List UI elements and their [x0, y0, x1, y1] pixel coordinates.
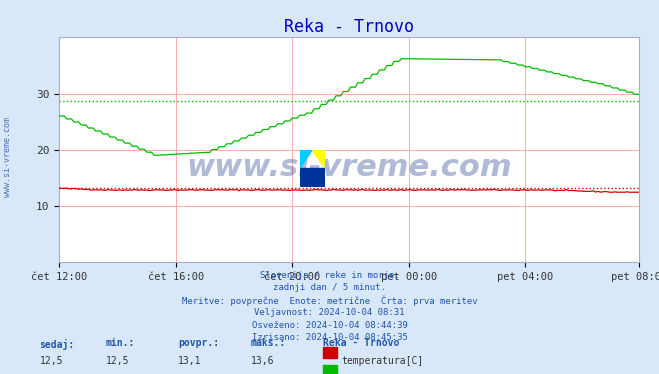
Text: 12,5: 12,5 [105, 356, 129, 367]
Text: maks.:: maks.: [250, 338, 285, 349]
Text: zadnji dan / 5 minut.: zadnji dan / 5 minut. [273, 283, 386, 292]
Text: 13,6: 13,6 [250, 356, 274, 367]
Text: Veljavnost: 2024-10-04 08:31: Veljavnost: 2024-10-04 08:31 [254, 308, 405, 317]
Polygon shape [300, 150, 312, 168]
Text: www.si-vreme.com: www.si-vreme.com [3, 117, 13, 197]
Title: Reka - Trnovo: Reka - Trnovo [284, 18, 415, 36]
Text: 12,5: 12,5 [40, 356, 63, 367]
Polygon shape [300, 168, 325, 187]
Text: temperatura[C]: temperatura[C] [341, 356, 424, 367]
Text: Izrisano: 2024-10-04 08:45:35: Izrisano: 2024-10-04 08:45:35 [252, 333, 407, 342]
Text: Osveženo: 2024-10-04 08:44:39: Osveženo: 2024-10-04 08:44:39 [252, 321, 407, 329]
Text: sedaj:: sedaj: [40, 338, 74, 349]
Text: min.:: min.: [105, 338, 135, 349]
Text: www.si-vreme.com: www.si-vreme.com [186, 153, 512, 182]
Text: Reka - Trnovo: Reka - Trnovo [323, 338, 399, 349]
Text: povpr.:: povpr.: [178, 338, 219, 349]
Text: Slovenija / reke in morje.: Slovenija / reke in morje. [260, 271, 399, 280]
Text: 13,1: 13,1 [178, 356, 202, 367]
Text: Meritve: povprečne  Enote: metrične  Črta: prva meritev: Meritve: povprečne Enote: metrične Črta:… [182, 296, 477, 306]
Polygon shape [312, 150, 325, 168]
